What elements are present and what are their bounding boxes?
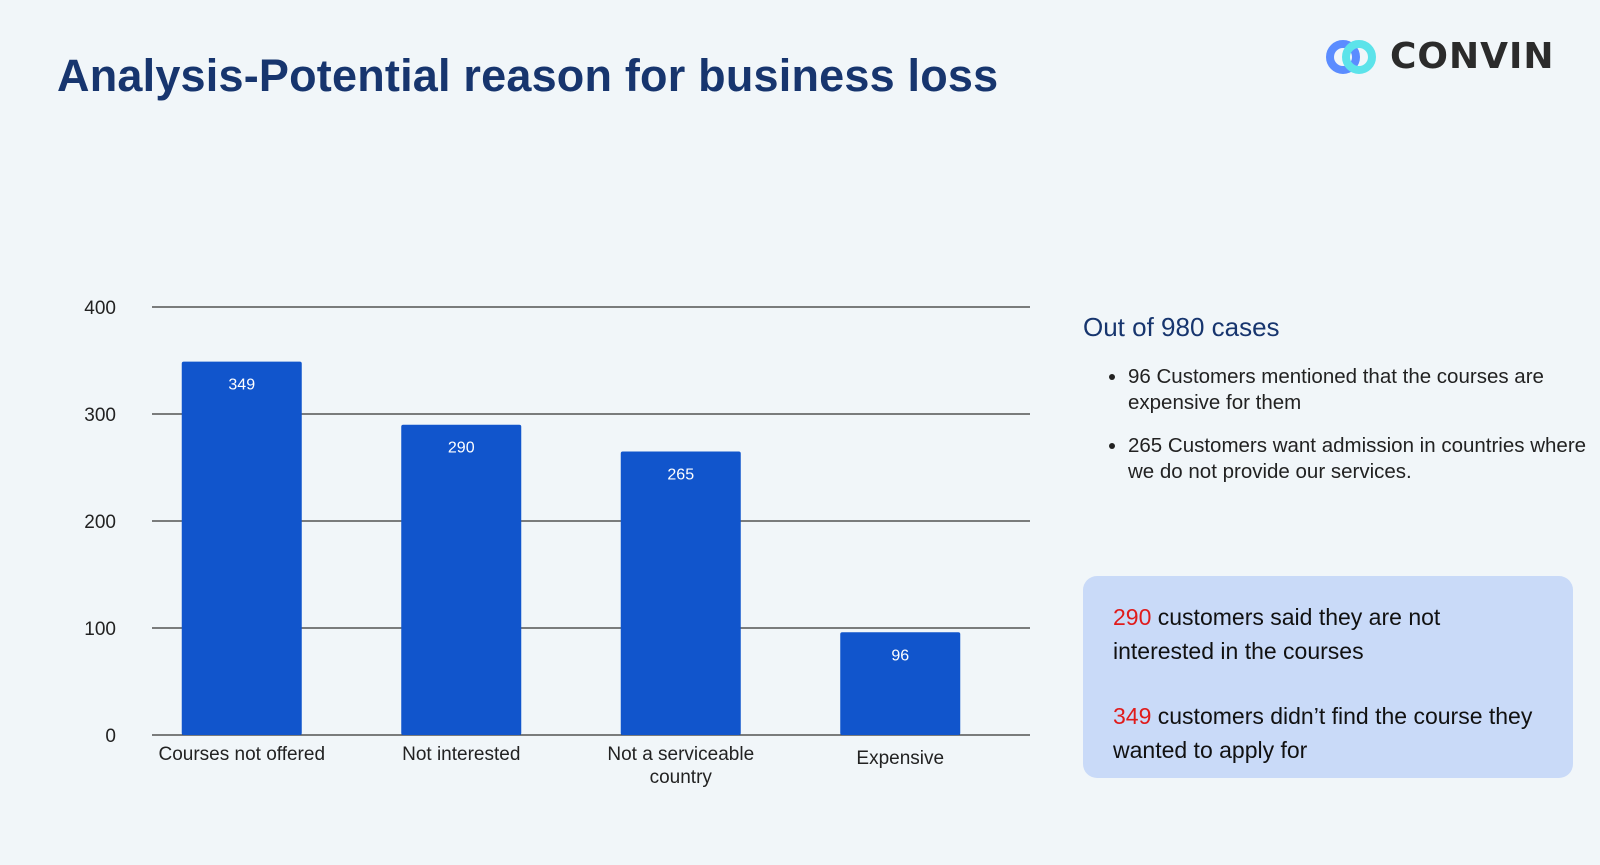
x-tick-label: Courses not offered <box>158 744 325 765</box>
y-tick-label: 0 <box>105 726 116 747</box>
summary-bullet: 265 Customers want admission in countrie… <box>1128 433 1600 485</box>
summary-bullets: 96 Customers mentioned that the courses … <box>1108 364 1600 502</box>
y-tick-label: 200 <box>84 512 116 533</box>
callout-box: 290 customers said they are not interest… <box>1083 576 1573 778</box>
y-tick-label: 300 <box>84 405 116 426</box>
callout-number: 349 <box>1113 703 1152 729</box>
logo-text: CONVIN <box>1390 36 1555 77</box>
convin-rings-icon <box>1326 39 1376 74</box>
y-tick-label: 100 <box>84 619 116 640</box>
summary-title: Out of 980 cases <box>1083 312 1280 342</box>
summary-bullet: 96 Customers mentioned that the courses … <box>1128 364 1600 416</box>
bar-value-label: 290 <box>448 440 475 457</box>
callout-item: 290 customers said they are not interest… <box>1113 600 1543 668</box>
y-tick-label: 400 <box>84 298 116 319</box>
page-title: Analysis-Potential reason for business l… <box>57 50 999 101</box>
x-tick-label: Not a serviceable country <box>607 744 754 788</box>
bar <box>181 361 302 735</box>
x-tick-label: Not interested <box>402 744 520 765</box>
callout-text: customers said they are not interested i… <box>1113 604 1441 664</box>
callout-number: 290 <box>1113 604 1152 630</box>
callout-text: customers didn’t find the course they wa… <box>1113 703 1533 763</box>
convin-logo: CONVIN <box>1326 36 1555 77</box>
bar <box>840 632 961 735</box>
bar-value-label: 96 <box>891 647 909 664</box>
bar <box>401 424 522 735</box>
bar-value-label: 349 <box>228 377 255 394</box>
callout-item: 349 customers didn’t find the course the… <box>1113 699 1543 767</box>
bar-chart: 0 100 200 300 400 349 Courses not offered 290 No… <box>84 298 1030 788</box>
bar <box>620 451 741 735</box>
x-tick-label: Expensive <box>856 748 944 769</box>
bar-value-label: 265 <box>667 466 694 483</box>
